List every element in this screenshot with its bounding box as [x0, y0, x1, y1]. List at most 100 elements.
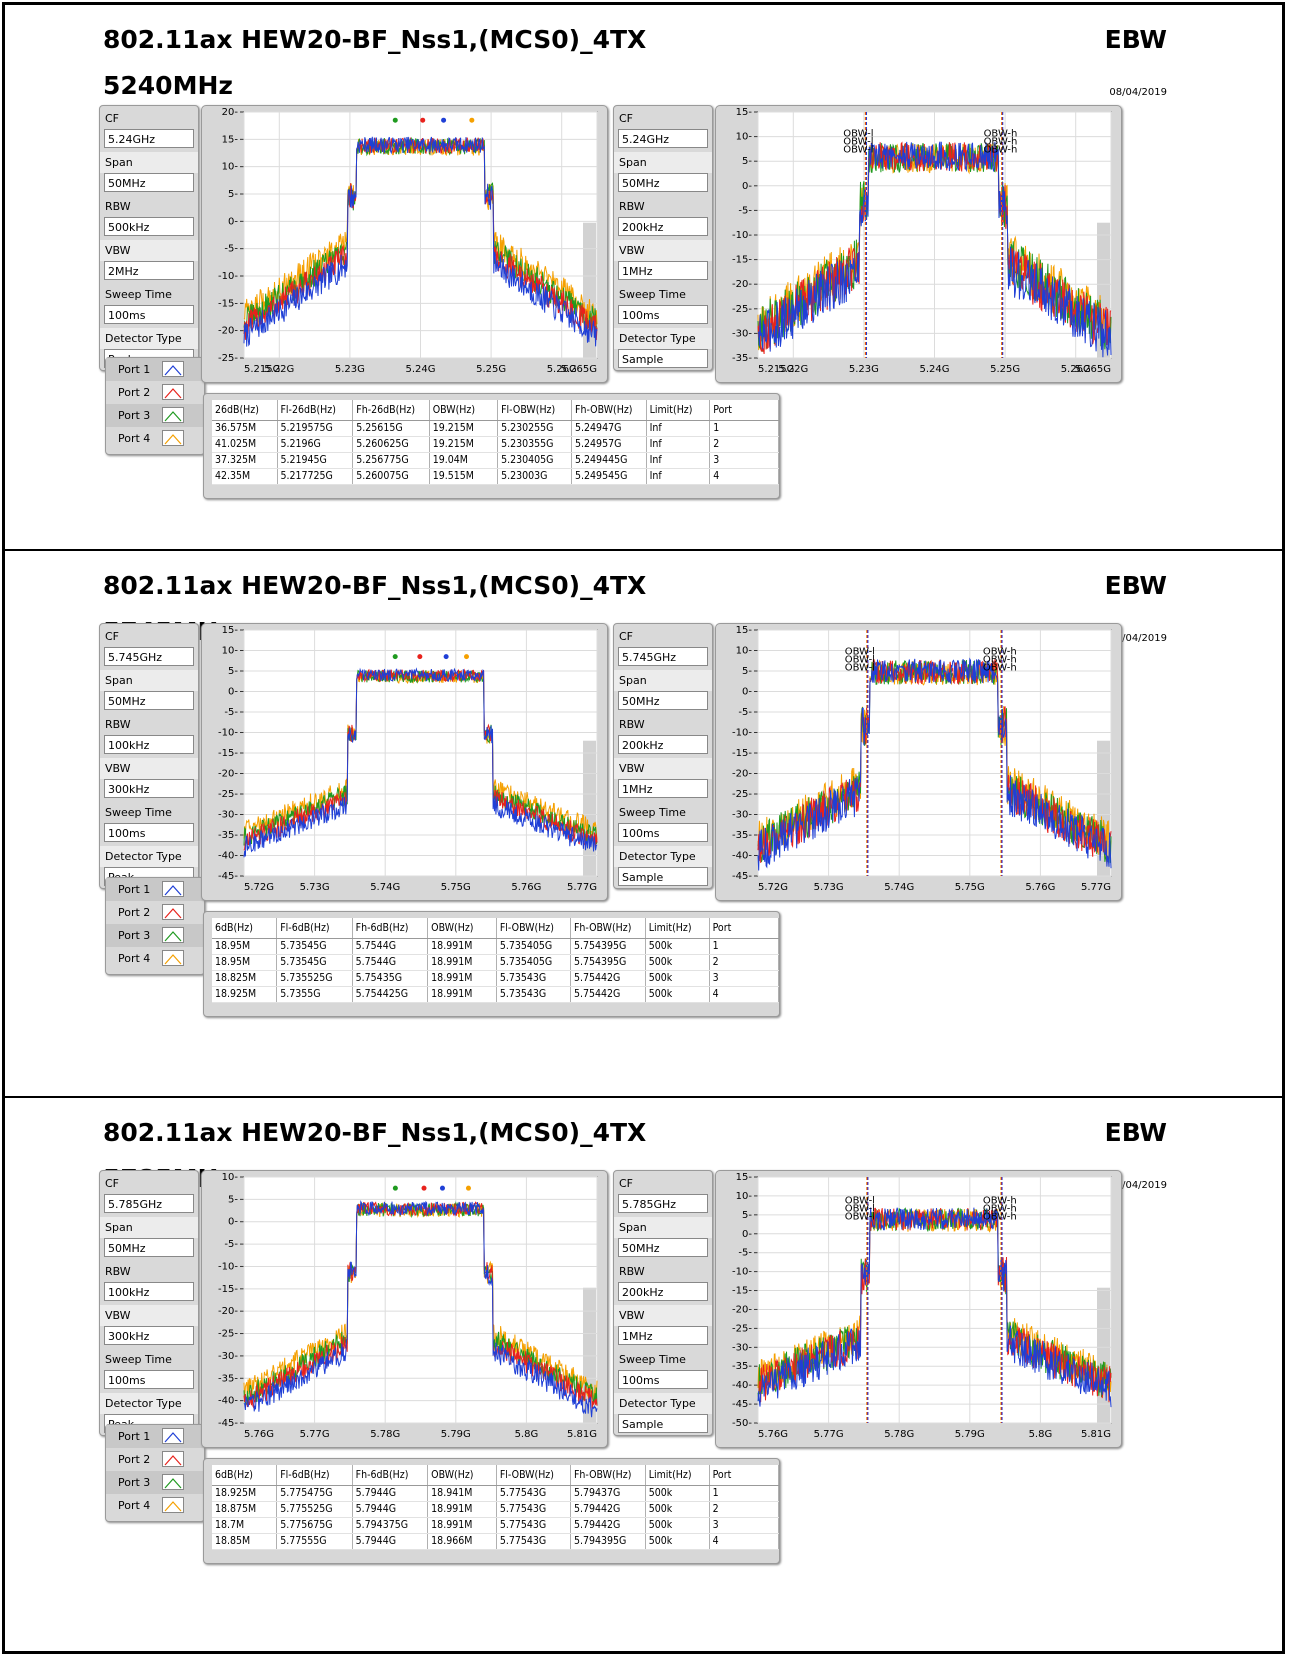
param-value-field[interactable]: 200kHz — [618, 735, 708, 754]
param-value-field[interactable]: Sample — [618, 1414, 708, 1433]
column-header: Limit(Hz) — [645, 1465, 710, 1486]
param-value-field[interactable]: 100ms — [618, 823, 708, 842]
param-value-field[interactable]: 50MHz — [618, 173, 708, 192]
y-tick-label: -15- — [218, 1284, 238, 1295]
x-tick-label: 5.81G — [567, 1429, 597, 1440]
param-label: Sweep Time — [105, 1353, 172, 1366]
param-value-field[interactable]: 300kHz — [104, 1326, 194, 1345]
param-value-field[interactable]: 5.785GHz — [104, 1194, 194, 1213]
y-tick-label: -15- — [732, 1286, 752, 1297]
table-cell: 19.215M — [429, 420, 499, 437]
param-group: Sweep Time 100ms — [614, 282, 712, 326]
table-cell: 5.73545G — [276, 954, 353, 971]
table-cell: 5.7544G — [352, 938, 429, 955]
legend-label: Port 2 — [118, 386, 151, 399]
table-cell: 18.966M — [427, 1533, 497, 1550]
x-tick-label: 5.81G — [1081, 1429, 1111, 1440]
legend-swatch-icon — [162, 904, 184, 920]
params-panel-left: CF 5.745GHz Span 50MHz RBW 100kHz VBW 300kHz Swe… — [99, 623, 199, 889]
x-tick-label: 5.24G — [919, 364, 949, 375]
spectrum-plot-left: 10- 5- 0- -5- -10- -15- -20- -25- -30- -35- -40- -4… — [201, 1170, 608, 1448]
table-row: 18.925M 5.775475G 5.7944G 18.941M 5.77543G 5.… — [212, 1485, 780, 1502]
y-tick-label: 15- — [736, 107, 753, 118]
spectrum-plot-right: 15- 10- 5- 0- -5- -10- -15- -20- -25- -30- -35- -40… — [715, 1170, 1122, 1448]
param-value-field[interactable]: 100kHz — [104, 1282, 194, 1301]
x-tick-label: 5.72G — [758, 882, 788, 893]
param-label: CF — [105, 112, 120, 125]
column-header: Fl-26dB(Hz) — [277, 400, 354, 421]
param-label: RBW — [105, 718, 131, 731]
table-row: 36.575M 5.219575G 5.25615G 19.215M 5.230255G… — [212, 420, 779, 437]
param-group: VBW 300kHz — [100, 756, 198, 800]
table-cell: 5.75442G — [570, 970, 646, 987]
param-value-field[interactable]: 5.745GHz — [104, 647, 194, 666]
param-value-field[interactable]: 50MHz — [104, 173, 194, 192]
param-value-field[interactable]: 200kHz — [618, 1282, 708, 1301]
param-value-field[interactable]: 2MHz — [104, 261, 194, 280]
legend-item: Port 4 — [106, 947, 204, 970]
param-label: Detector Type — [614, 846, 712, 867]
param-group: RBW 200kHz — [614, 1259, 712, 1303]
legend-swatch-icon — [162, 407, 184, 423]
table-cell: 18.991M — [427, 1517, 497, 1534]
param-label: Sweep Time — [619, 288, 686, 301]
param-value-field[interactable]: 5.24GHz — [104, 129, 194, 148]
param-value-field[interactable]: 1MHz — [618, 261, 708, 280]
y-tick-label: 0- — [742, 181, 752, 192]
x-tick-label: 5.8G — [1029, 1429, 1053, 1440]
legend-swatch-icon — [162, 384, 184, 400]
y-tick-label: -5- — [224, 244, 238, 255]
y-tick-label: 0- — [742, 687, 752, 698]
param-value-field[interactable]: 100ms — [618, 1370, 708, 1389]
param-label: Detector Type — [614, 328, 712, 349]
param-value-field[interactable]: 1MHz — [618, 779, 708, 798]
peak-marker — [469, 117, 475, 123]
param-value-field[interactable]: 1MHz — [618, 1326, 708, 1345]
param-value-field[interactable]: 200kHz — [618, 217, 708, 236]
column-header: Fh-6dB(Hz) — [352, 1465, 429, 1486]
param-value-field[interactable]: 100ms — [618, 305, 708, 324]
table-cell: 5.260075G — [352, 468, 430, 485]
y-tick-label: -20- — [732, 279, 752, 290]
param-value-field[interactable]: 500kHz — [104, 217, 194, 236]
port-legend: Port 1 Port 2 Port 3 Port 4 — [105, 357, 205, 455]
param-value-field[interactable]: 100ms — [104, 1370, 194, 1389]
y-tick-label: 5- — [228, 189, 238, 200]
y-tick-label: -5- — [738, 1248, 752, 1259]
y-tick-label: -15- — [218, 298, 238, 309]
param-value-field[interactable]: 50MHz — [618, 1238, 708, 1257]
param-value-field[interactable]: 5.745GHz — [618, 647, 708, 666]
param-value-field[interactable]: 50MHz — [104, 691, 194, 710]
column-header: Fl-OBW(Hz) — [496, 1465, 571, 1486]
param-value-field[interactable]: 100ms — [104, 305, 194, 324]
y-tick-label: 0- — [228, 216, 238, 227]
table-cell: 5.249545G — [571, 468, 647, 485]
params-panel-right: CF 5.745GHz Span 50MHz RBW 200kHz VBW 1MHz Sweep… — [613, 623, 713, 889]
y-tick-label: 10- — [736, 646, 753, 657]
param-value-field[interactable]: 300kHz — [104, 779, 194, 798]
param-value-field[interactable]: 100ms — [104, 823, 194, 842]
param-label: CF — [105, 1177, 120, 1190]
table-cell: 18.991M — [427, 970, 497, 987]
column-header: Fh-26dB(Hz) — [352, 400, 430, 421]
param-value-field[interactable]: 100kHz — [104, 735, 194, 754]
param-value-field[interactable]: Sample — [618, 867, 708, 886]
x-tick-label: 5.22G — [778, 364, 808, 375]
column-header: Limit(Hz) — [646, 400, 711, 421]
legend-swatch-icon — [162, 1451, 184, 1467]
param-value-field[interactable]: Sample — [618, 349, 708, 368]
param-group: Span 50MHz — [100, 668, 198, 712]
date-label: 08/04/2019 — [1109, 87, 1167, 98]
param-value-field[interactable]: 5.785GHz — [618, 1194, 708, 1213]
table-cell: 5.75442G — [570, 986, 646, 1003]
param-value-field[interactable]: 50MHz — [104, 1238, 194, 1257]
param-value-field[interactable]: 50MHz — [618, 691, 708, 710]
y-tick-label: 0- — [228, 687, 238, 698]
y-tick-label: -40- — [218, 851, 238, 862]
param-group: CF 5.24GHz — [614, 106, 712, 150]
obw-annotation: OBW-l — [845, 663, 875, 674]
y-tick-label: -10- — [732, 230, 752, 241]
y-tick-label: -20- — [218, 769, 238, 780]
table-cell: 5.7355G — [276, 986, 353, 1003]
param-value-field[interactable]: 5.24GHz — [618, 129, 708, 148]
